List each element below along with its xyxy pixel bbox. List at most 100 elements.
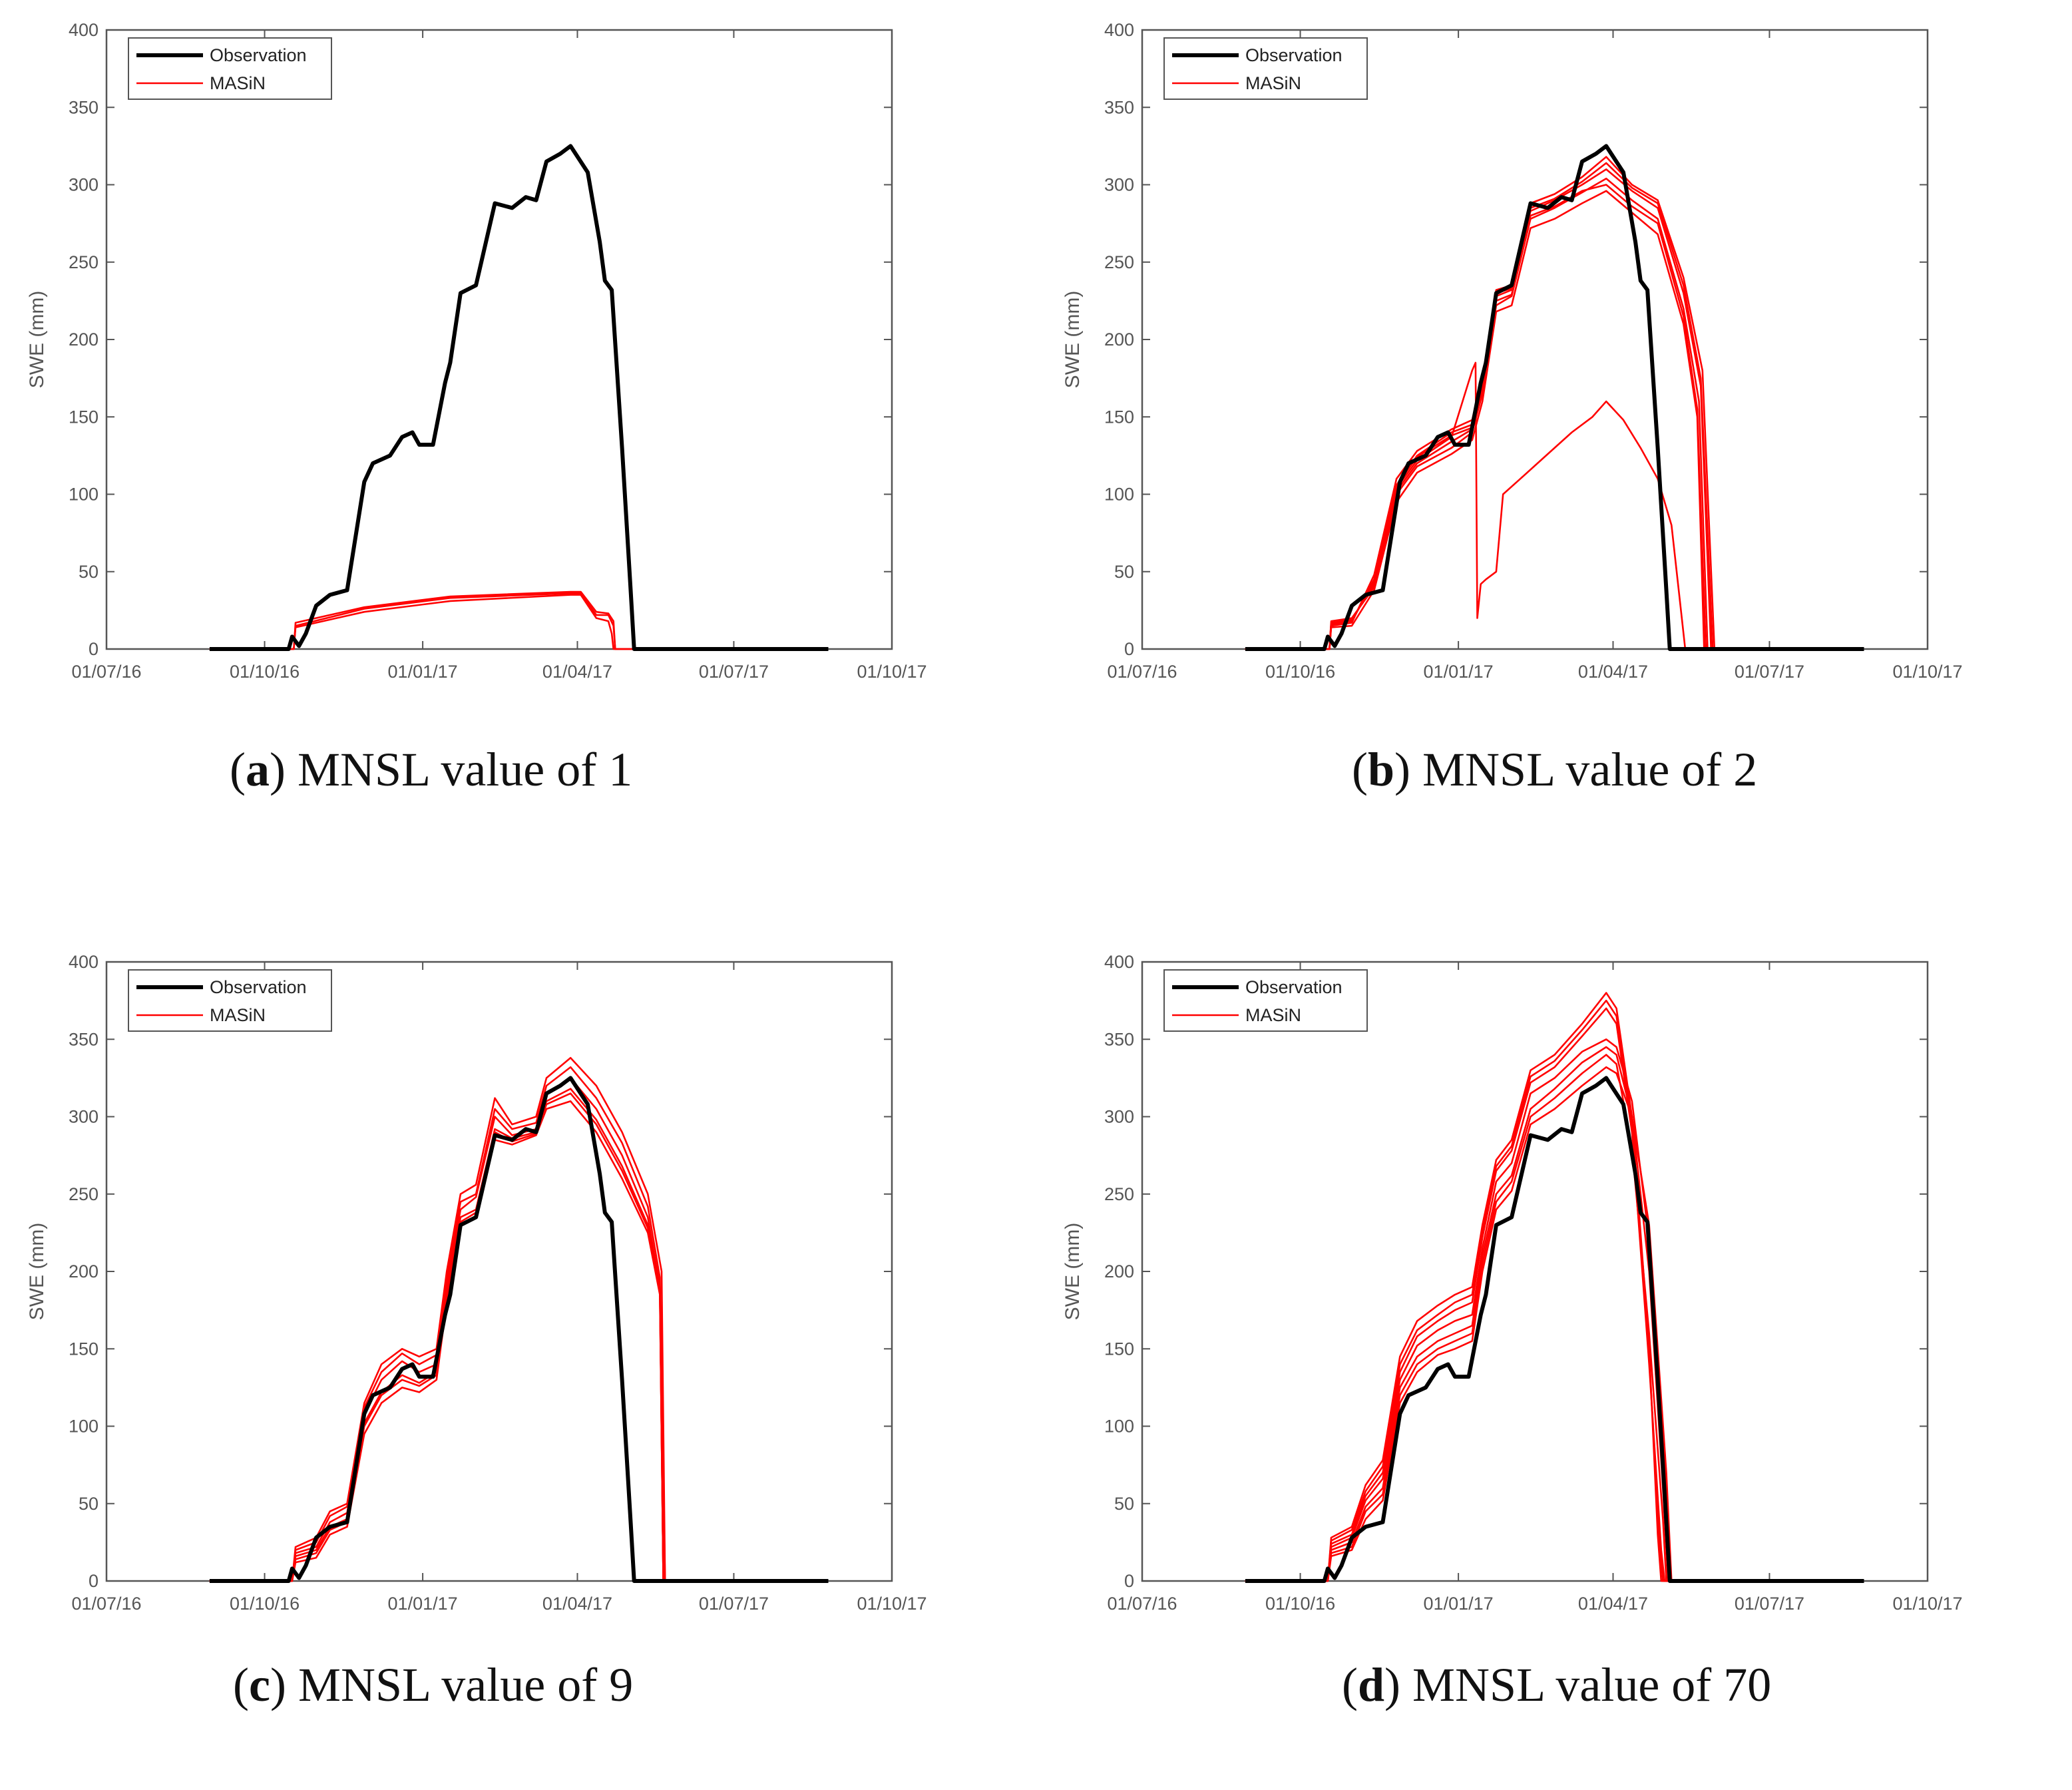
chart-b: 0 50 100 150 200 250 300 350 400 01/07/16 01/10/16… [1062, 20, 1963, 682]
masin-line [1245, 1038, 1864, 1582]
x-tick-label: 01/07/16 [71, 662, 141, 682]
masin-line [1245, 1046, 1864, 1582]
legend-label-masin: MASiN [1245, 1005, 1301, 1025]
y-tick-label: 100 [69, 485, 99, 505]
panel-b: 0 50 100 150 200 250 300 350 400 01/07/16 01/10/16… [1036, 0, 2071, 895]
panel-d: 0 50 100 150 200 250 300 350 400 01/07/16 01/10/16… [1036, 932, 2071, 1790]
y-axis-label: SWE (mm) [26, 1223, 48, 1321]
masin-line [209, 1092, 829, 1582]
legend-label-masin: MASiN [1245, 73, 1301, 93]
x-tick-label: 01/07/16 [1107, 662, 1177, 682]
y-tick-label: 0 [89, 1571, 99, 1591]
masin-line [1245, 361, 1864, 650]
x-tick-label: 01/04/17 [542, 1594, 612, 1614]
x-tick-label: 01/01/17 [1424, 1594, 1494, 1614]
y-tick-label: 200 [1104, 330, 1134, 349]
y-axis-label: SWE (mm) [26, 291, 48, 389]
legend: Observation MASiN [128, 969, 332, 1032]
x-tick-label: 01/04/17 [1578, 1594, 1648, 1614]
plot-area [105, 961, 893, 1582]
caption-d: (d) MNSL value of 70 [1342, 1658, 1772, 1711]
x-tick-label: 01/07/17 [1735, 1594, 1804, 1614]
y-tick-label: 50 [79, 1494, 99, 1514]
chart-a: 0 50 100 150 200 250 300 350 400 01/07/16 01/10/16… [26, 20, 927, 682]
y-tick-label: 300 [1104, 175, 1134, 195]
x-tick-label: 01/10/17 [1892, 1594, 1962, 1614]
y-tick-label: 150 [1104, 407, 1134, 427]
x-tick-label: 01/10/17 [857, 1594, 927, 1614]
y-axis-label: SWE (mm) [1062, 291, 1084, 389]
caption-c: (c) MNSL value of 9 [233, 1658, 634, 1711]
legend-label-observation: Observation [1245, 977, 1343, 997]
x-tick-label: 01/10/17 [857, 662, 927, 682]
legend-label-observation: Observation [1245, 45, 1343, 65]
x-tick-label: 01/01/17 [1424, 662, 1494, 682]
x-tick-label: 01/10/16 [1265, 1594, 1335, 1614]
observation-line [209, 1076, 829, 1583]
y-tick-label: 200 [1104, 1261, 1134, 1281]
observation-line [1245, 1076, 1864, 1583]
x-tick-label: 01/04/17 [542, 662, 612, 682]
y-tick-label: 0 [89, 639, 99, 659]
y-tick-label: 200 [69, 1261, 99, 1281]
y-tick-label: 150 [69, 407, 99, 427]
y-tick-label: 300 [69, 175, 99, 195]
x-tick-label: 01/07/16 [1107, 1594, 1177, 1614]
y-tick-label: 150 [1104, 1339, 1134, 1359]
legend-box [128, 37, 332, 100]
panel-a: 0 50 100 150 200 250 300 350 400 01/07/16 01/10/16… [0, 0, 1036, 895]
legend: Observation MASiN [128, 37, 332, 100]
plot-area [1141, 29, 1929, 650]
legend-box [1163, 37, 1368, 100]
masin-line [1245, 190, 1864, 650]
masin-line [1245, 1066, 1864, 1582]
legend: Observation MASiN [1163, 37, 1368, 100]
masin-line [209, 1066, 829, 1582]
panel-c: 0 50 100 150 200 250 300 350 400 01/07/16 01/10/16… [0, 932, 1036, 1790]
x-tick-label: 01/10/16 [230, 662, 300, 682]
legend-box [1163, 969, 1368, 1032]
y-tick-label: 400 [1104, 20, 1134, 40]
y-tick-label: 300 [69, 1107, 99, 1127]
plot-area [1141, 961, 1929, 1582]
y-tick-label: 200 [69, 330, 99, 349]
masin-line [209, 1077, 829, 1582]
legend-label-masin: MASiN [210, 1005, 266, 1025]
x-tick-label: 01/10/16 [230, 1594, 300, 1614]
chart-d: 0 50 100 150 200 250 300 350 400 01/07/16 01/10/16… [1062, 952, 1963, 1614]
legend: Observation MASiN [1163, 969, 1368, 1032]
y-tick-label: 0 [1124, 639, 1134, 659]
y-tick-label: 50 [1114, 562, 1134, 582]
y-tick-label: 400 [69, 20, 99, 40]
observation-line [209, 144, 829, 651]
y-tick-label: 50 [1114, 1494, 1134, 1514]
y-tick-label: 100 [1104, 485, 1134, 505]
x-tick-label: 01/07/17 [699, 662, 769, 682]
x-tick-label: 01/07/16 [71, 1594, 141, 1614]
legend-label-observation: Observation [210, 45, 307, 65]
observation-line [1245, 144, 1864, 651]
y-tick-label: 300 [1104, 1107, 1134, 1127]
y-tick-label: 350 [1104, 1029, 1134, 1049]
x-tick-label: 01/01/17 [388, 1594, 458, 1614]
y-tick-label: 250 [69, 252, 99, 272]
x-tick-label: 01/10/17 [1892, 662, 1962, 682]
caption-a: (a) MNSL value of 1 [230, 743, 633, 796]
y-tick-label: 250 [1104, 252, 1134, 272]
masin-line [209, 590, 829, 650]
y-tick-label: 350 [1104, 97, 1134, 117]
x-tick-label: 01/01/17 [388, 662, 458, 682]
y-tick-label: 350 [69, 97, 99, 117]
caption-b: (b) MNSL value of 2 [1352, 743, 1758, 796]
y-tick-label: 400 [1104, 952, 1134, 972]
y-tick-label: 100 [69, 1417, 99, 1437]
legend-box [128, 969, 332, 1032]
y-tick-label: 0 [1124, 1571, 1134, 1591]
x-tick-label: 01/04/17 [1578, 662, 1648, 682]
y-axis-label: SWE (mm) [1062, 1223, 1084, 1321]
x-tick-label: 01/07/17 [699, 1594, 769, 1614]
x-tick-label: 01/07/17 [1735, 662, 1804, 682]
plot-area [105, 29, 893, 650]
y-tick-label: 150 [69, 1339, 99, 1359]
y-tick-label: 400 [69, 952, 99, 972]
